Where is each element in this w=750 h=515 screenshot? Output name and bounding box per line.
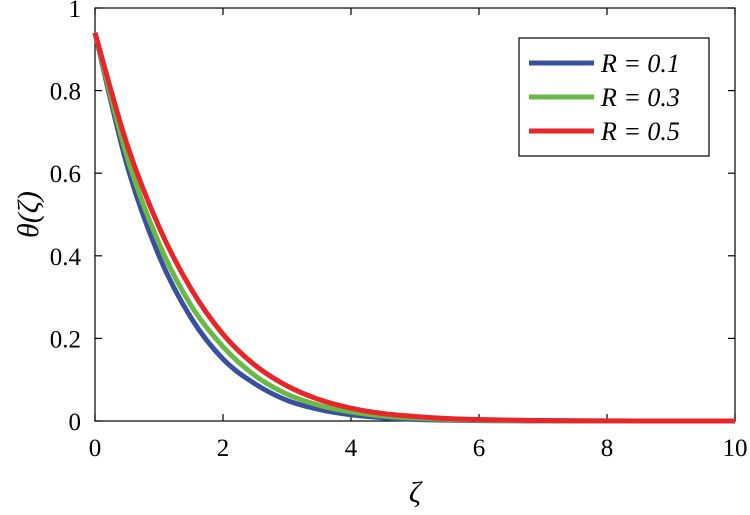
y-tick-label: 0.8 — [50, 79, 81, 106]
legend-label-1: R = 0.1 — [600, 49, 680, 78]
y-tick-label: 0.4 — [50, 244, 82, 271]
series-line-3 — [92, 32, 735, 424]
y-tick-label: 0.2 — [50, 326, 81, 353]
x-tick-label: 4 — [345, 435, 358, 462]
y-tick-label: 1 — [69, 0, 82, 23]
legend-label-3: R = 0.5 — [600, 117, 680, 146]
x-tick-label: 8 — [601, 435, 614, 462]
x-axis-label: ζ — [409, 476, 423, 509]
legend: R = 0.1 R = 0.3 R = 0.5 — [518, 37, 710, 157]
x-tick-label: 6 — [473, 435, 486, 462]
legend-label-2: R = 0.3 — [600, 83, 680, 112]
x-tick-label: 10 — [723, 435, 748, 462]
series-lines — [92, 32, 735, 424]
y-axis-label: θ(ζ) — [12, 191, 45, 238]
x-tick-label: 2 — [217, 435, 230, 462]
x-tick-label: 0 — [89, 435, 102, 462]
y-tick-label: 0.6 — [50, 161, 81, 188]
y-tick-label: 0 — [69, 409, 82, 436]
